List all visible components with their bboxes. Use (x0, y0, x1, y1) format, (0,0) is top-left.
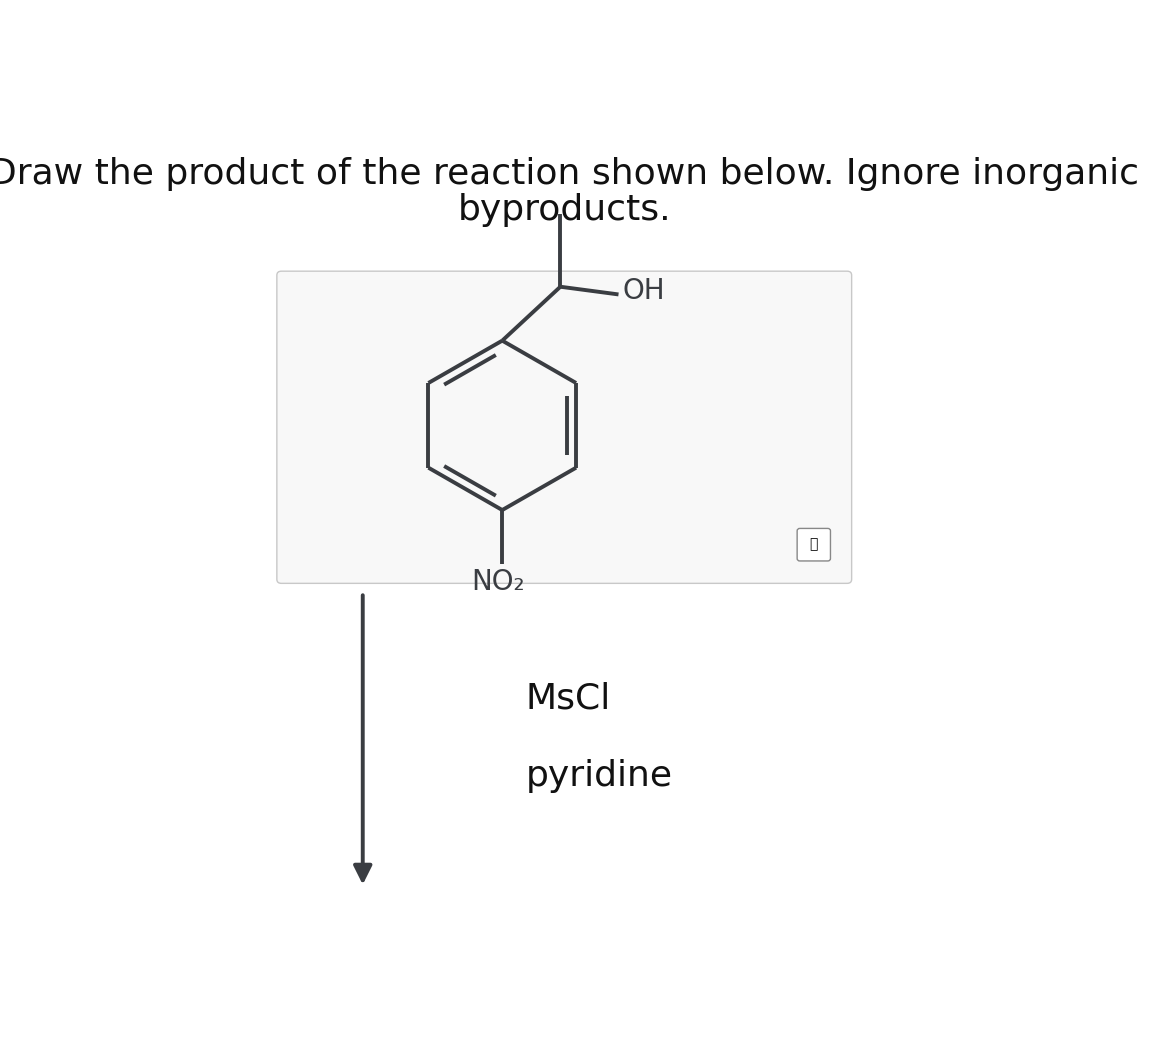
FancyBboxPatch shape (276, 271, 851, 584)
Text: NO₂: NO₂ (471, 568, 525, 596)
Text: OH: OH (623, 276, 665, 304)
Text: 🔍: 🔍 (809, 538, 819, 551)
Text: pyridine: pyridine (526, 759, 673, 793)
Text: byproducts.: byproducts. (457, 193, 672, 227)
Text: Draw the product of the reaction shown below. Ignore inorganic: Draw the product of the reaction shown b… (0, 157, 1139, 192)
Text: MsCl: MsCl (526, 681, 611, 716)
FancyBboxPatch shape (798, 528, 830, 561)
